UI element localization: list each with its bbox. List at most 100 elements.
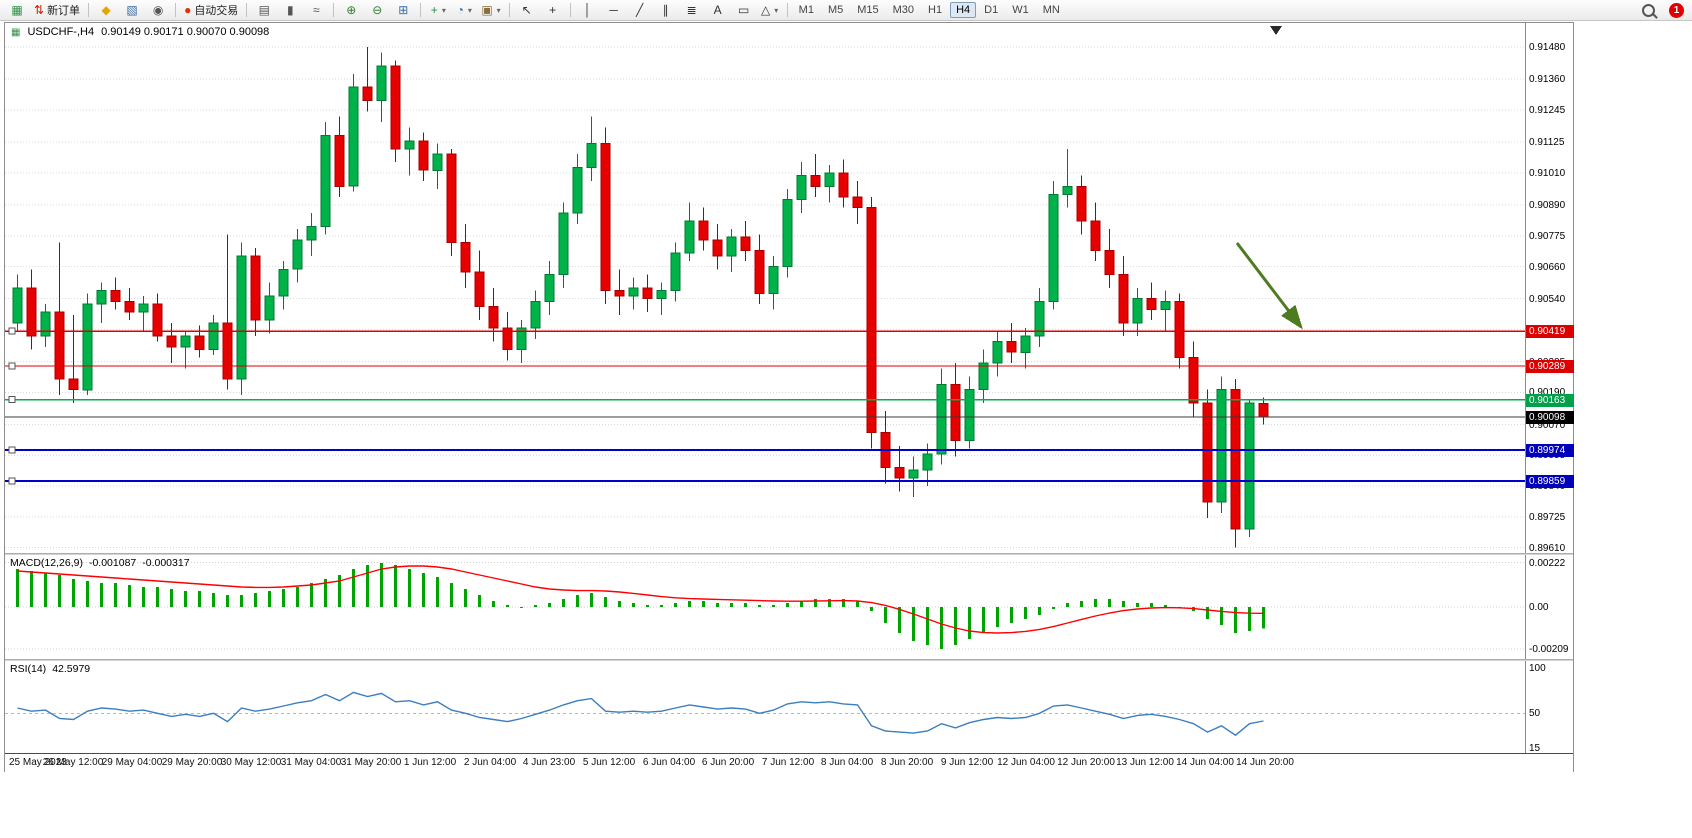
toolbar-right: 1 bbox=[1642, 2, 1688, 18]
horizontal-line-0.90163[interactable] bbox=[5, 396, 1525, 404]
time-axis-label: 14 Jun 20:00 bbox=[1236, 757, 1294, 768]
info-icon[interactable]: ◉ bbox=[145, 1, 171, 20]
trendline-icon[interactable]: ╱ bbox=[627, 1, 653, 20]
panel-separator[interactable] bbox=[5, 553, 1573, 555]
zoom-out-icon[interactable]: ⊖ bbox=[364, 1, 390, 20]
horizontal-line-0.89974[interactable] bbox=[5, 446, 1525, 454]
templates-icon[interactable]: ▣ ▾ bbox=[477, 1, 504, 20]
text-icon[interactable]: A bbox=[705, 1, 731, 20]
macd-axis-label: 0.00 bbox=[1529, 602, 1549, 613]
timeframe-h1[interactable]: H1 bbox=[928, 4, 943, 16]
notification-badge[interactable]: 1 bbox=[1669, 2, 1684, 18]
toolbar-separator bbox=[508, 3, 510, 17]
horizontal-line-0.90289[interactable] bbox=[5, 362, 1525, 370]
macd-header: MACD(12,26,9) -0.001087 -0.000317 bbox=[10, 557, 190, 569]
metaeditor-icon[interactable]: ◆ bbox=[93, 1, 119, 20]
periods-icon: ◔ bbox=[456, 2, 464, 17]
chart-symbol-icon: ▦ bbox=[11, 26, 21, 38]
toolbar-separator bbox=[88, 3, 90, 17]
toolbar-separator bbox=[420, 3, 422, 17]
timeframe-w1[interactable]: W1 bbox=[1012, 4, 1029, 16]
panel-separator[interactable] bbox=[5, 659, 1573, 661]
time-axis-label: 30 May 12:00 bbox=[220, 757, 282, 768]
fibonacci-icon[interactable]: ≣ bbox=[679, 1, 705, 20]
chevron-down-icon[interactable]: ▾ bbox=[441, 5, 446, 15]
timeframe-m30[interactable]: M30 bbox=[892, 4, 915, 16]
chart-shift-marker[interactable] bbox=[1270, 26, 1282, 35]
toolbar-separator bbox=[786, 3, 788, 17]
timeframe-d1[interactable]: D1 bbox=[984, 4, 999, 16]
macd-indicator-panel[interactable] bbox=[5, 555, 1525, 659]
zoom-in-icon[interactable]: ⊕ bbox=[338, 1, 364, 20]
time-axis-label: 29 May 04:00 bbox=[101, 757, 163, 768]
new-chart-icon[interactable]: ▦ bbox=[4, 1, 30, 20]
toolbar-separator bbox=[246, 3, 248, 17]
tile-windows-icon[interactable]: ⊞ bbox=[390, 1, 416, 20]
trendline-icon: ╱ bbox=[636, 2, 644, 17]
indicators-icon: + bbox=[430, 2, 438, 17]
timeframe-m15[interactable]: M15 bbox=[857, 4, 879, 16]
rsi-axis-label: 15 bbox=[1529, 743, 1541, 754]
zoom-in-icon: ⊕ bbox=[346, 2, 357, 17]
vertical-line-icon[interactable]: │ bbox=[575, 1, 601, 20]
price-axis-label: 0.90070 bbox=[1529, 420, 1566, 431]
line-handle[interactable] bbox=[8, 327, 16, 335]
rsi-indicator-panel[interactable] bbox=[5, 661, 1525, 753]
price-badge-0.89859: 0.89859 bbox=[1526, 475, 1574, 488]
candle-series bbox=[12, 47, 1269, 548]
time-axis-label: 12 Jun 20:00 bbox=[1057, 757, 1115, 768]
time-axis-label: 12 Jun 04:00 bbox=[997, 757, 1055, 768]
indicators-icon[interactable]: + ▾ bbox=[425, 1, 451, 20]
horizontal-line-0.89859[interactable] bbox=[5, 477, 1525, 485]
chevron-down-icon[interactable]: ▾ bbox=[774, 5, 779, 15]
toolbar-left-groups: ▦ ⇅ 新订单 ◆ ▧ ◉ ● 自动交易 ▤ ▮ ≈ ⊕ ⊖ ⊞ + ▾ ◔ ▾ ▣ ▾ ↖ + │ ─ ╱ ∥ ≣ A ▭ △ ▾ bbox=[4, 1, 783, 20]
chart-profile-icon[interactable]: ▧ bbox=[119, 1, 145, 20]
candlestick-chart-icon[interactable]: ▮ bbox=[277, 1, 303, 20]
horizontal-line-0.90419[interactable] bbox=[5, 327, 1525, 335]
bar-chart-icon[interactable]: ▤ bbox=[251, 1, 277, 20]
new-order-button[interactable]: ⇅ 新订单 bbox=[30, 1, 84, 20]
price-axis[interactable]: 0.91480 0.91360 0.91245 0.91125 0.91010 0.908… bbox=[1525, 23, 1574, 771]
rsi-axis-label: 100 bbox=[1529, 663, 1546, 674]
annotation-arrow[interactable] bbox=[1235, 242, 1303, 330]
timeframe-h4[interactable]: H4 bbox=[950, 2, 977, 18]
main-price-chart[interactable] bbox=[5, 23, 1525, 553]
timeframe-m1[interactable]: M1 bbox=[798, 4, 814, 16]
time-axis-label: 29 May 20:00 bbox=[161, 757, 223, 768]
timeframe-m5[interactable]: M5 bbox=[827, 4, 844, 16]
auto-trading-button[interactable]: ● 自动交易 bbox=[180, 1, 242, 20]
line-handle[interactable] bbox=[8, 362, 16, 370]
macd-signal-line bbox=[17, 565, 1264, 634]
horizontal-line-icon[interactable]: ─ bbox=[601, 1, 627, 20]
line-handle[interactable] bbox=[8, 477, 16, 485]
macd-main-value: -0.001087 bbox=[88, 557, 137, 569]
label-icon[interactable]: ▭ bbox=[731, 1, 757, 20]
periods-icon[interactable]: ◔ ▾ bbox=[451, 1, 477, 20]
text-icon: A bbox=[713, 2, 722, 17]
line-handle[interactable] bbox=[8, 446, 16, 454]
price-axis-label: 0.90660 bbox=[1529, 262, 1566, 273]
channel-icon[interactable]: ∥ bbox=[653, 1, 679, 20]
auto-trading-button-label: 自动交易 bbox=[194, 5, 239, 17]
search-icon[interactable] bbox=[1642, 3, 1655, 17]
chevron-down-icon[interactable]: ▾ bbox=[496, 5, 501, 15]
new-order-button: ⇅ bbox=[34, 2, 45, 17]
line-handle[interactable] bbox=[8, 396, 16, 404]
time-axis-label: 4 Jun 23:00 bbox=[522, 757, 576, 768]
line-chart-icon: ≈ bbox=[313, 2, 320, 17]
horizontal-line-icon: ─ bbox=[609, 2, 618, 17]
chart-title: ▦ USDCHF-,H4 0.90149 0.90171 0.90070 0.9… bbox=[11, 26, 269, 38]
price-axis-label: 0.91010 bbox=[1529, 168, 1566, 179]
crosshair-icon[interactable]: + bbox=[540, 1, 566, 20]
toolbar-separator bbox=[175, 3, 177, 17]
chevron-down-icon[interactable]: ▾ bbox=[467, 5, 472, 15]
shapes-icon[interactable]: △ ▾ bbox=[757, 1, 783, 20]
price-badge-0.90098: 0.90098 bbox=[1526, 411, 1574, 424]
crosshair-icon: + bbox=[549, 2, 557, 17]
line-chart-icon[interactable]: ≈ bbox=[303, 1, 329, 20]
timeframe-buttons: M1 M5 M15 M30 H1 H4 D1 W1 MN bbox=[792, 2, 1067, 18]
cursor-icon[interactable]: ↖ bbox=[514, 1, 540, 20]
timeframe-mn[interactable]: MN bbox=[1042, 4, 1060, 16]
time-axis[interactable]: 25 May 2023 26 May 12:00 29 May 04:00 29 Ma… bbox=[5, 753, 1573, 772]
chart-window: ▦ USDCHF-,H4 0.90149 0.90171 0.90070 0.9… bbox=[4, 22, 1574, 772]
